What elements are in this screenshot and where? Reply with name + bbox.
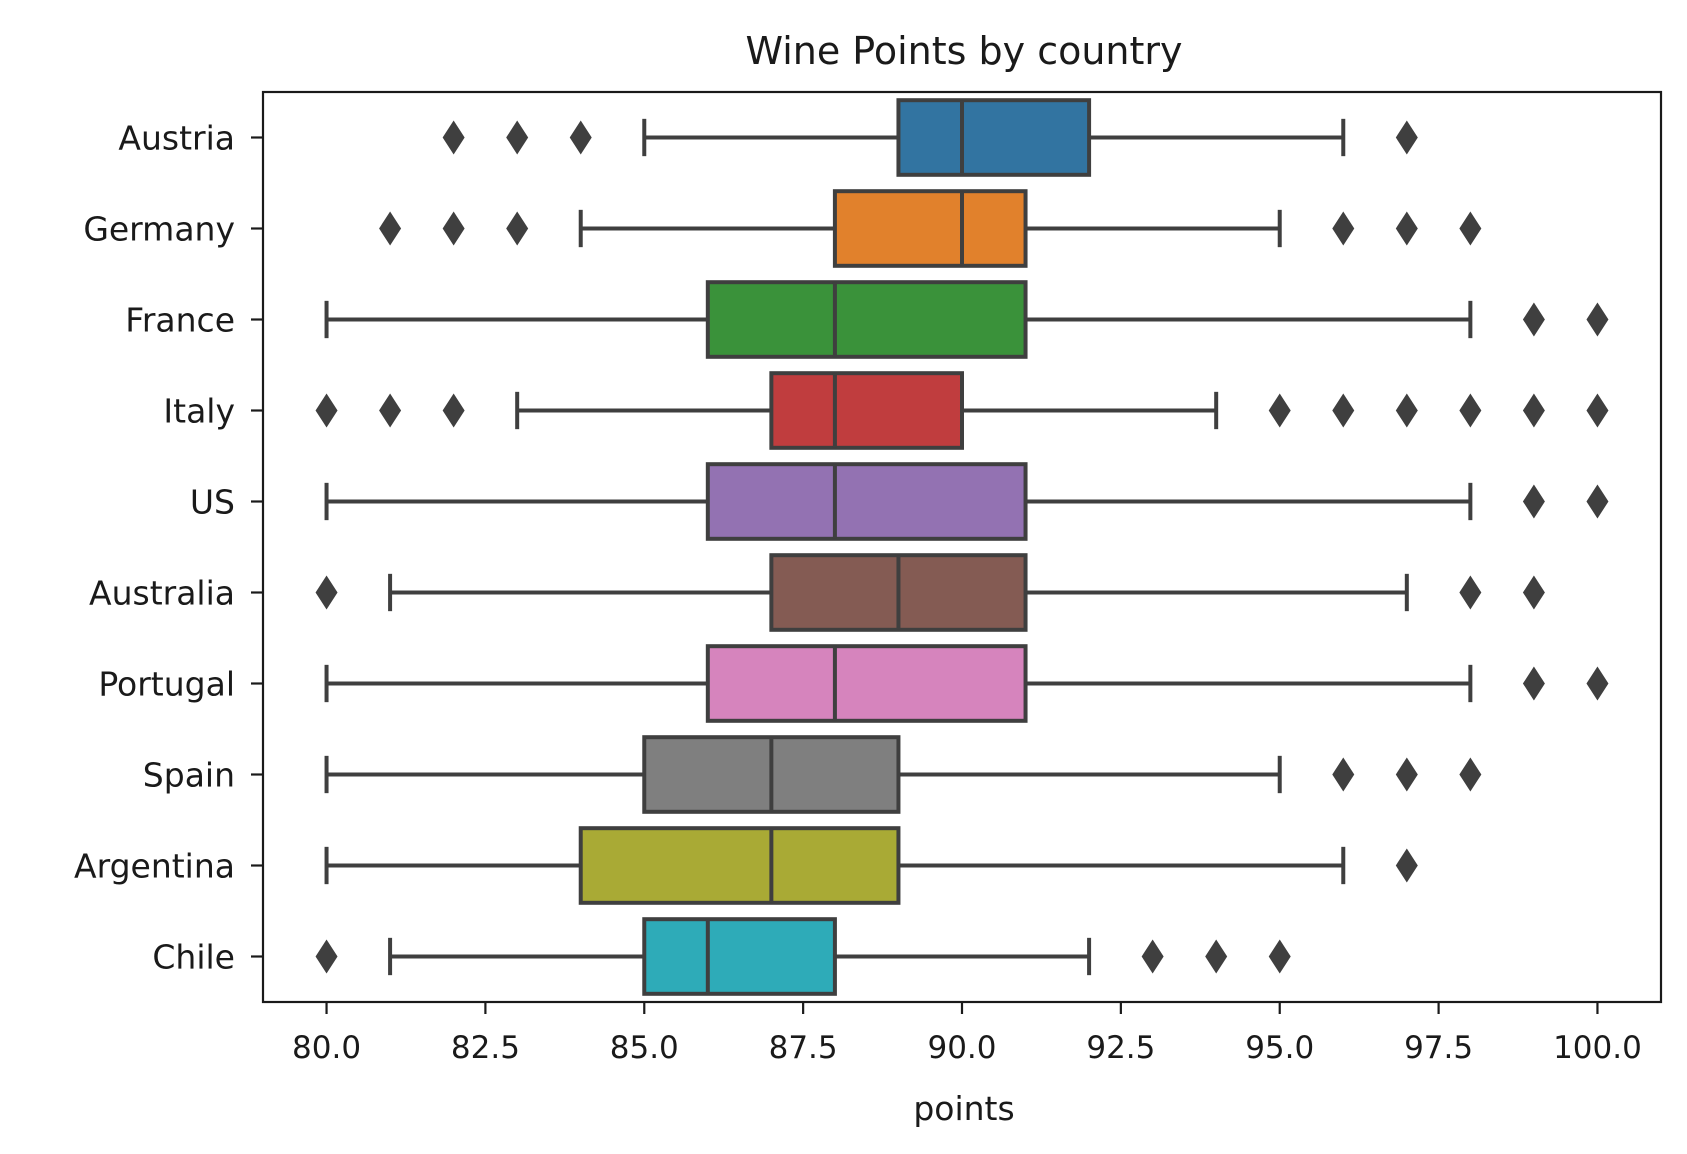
box-austria — [896, 98, 1092, 177]
outlier-spain — [1395, 757, 1418, 792]
x-tick-label: 87.5 — [769, 1030, 838, 1066]
box-portugal — [705, 644, 1028, 723]
outlier-us — [1586, 484, 1609, 519]
outlier-chile — [1205, 939, 1228, 974]
x-tick-label: 85.0 — [610, 1030, 679, 1066]
x-tick-label: 92.5 — [1086, 1030, 1155, 1066]
x-axis: 80.0 82.5 85.0 87.5 90.0 92.5 95.0 97.5 100.0 — [292, 1002, 1642, 1066]
outlier-italy — [379, 393, 402, 428]
outlier-france — [1522, 302, 1545, 337]
boxes-layer — [315, 98, 1609, 996]
outlier-chile — [1268, 939, 1291, 974]
x-tick-label: 100.0 — [1553, 1030, 1642, 1066]
x-tick-label: 95.0 — [1245, 1030, 1314, 1066]
outlier-germany — [506, 211, 529, 246]
box-group-chile — [315, 917, 1291, 996]
outlier-italy — [1459, 393, 1482, 428]
outlier-italy — [1332, 393, 1355, 428]
plot-frame — [261, 90, 1663, 1004]
chart-title: Wine Points by country — [745, 29, 1182, 73]
x-tick-label: 97.5 — [1404, 1030, 1473, 1066]
box-italy — [769, 371, 965, 450]
outlier-italy — [442, 393, 465, 428]
outlier-germany — [1459, 211, 1482, 246]
outlier-us — [1522, 484, 1545, 519]
box-group-france — [324, 280, 1609, 359]
y-tick-label: US — [190, 483, 235, 522]
outlier-spain — [1332, 757, 1355, 792]
box-group-portugal — [324, 644, 1609, 723]
y-tick-label: France — [125, 301, 235, 340]
outlier-germany — [379, 211, 402, 246]
box-group-us — [324, 462, 1609, 541]
outlier-italy — [1395, 393, 1418, 428]
y-tick-label: Spain — [143, 756, 235, 795]
y-axis: Austria Germany France Italy US Australia Port… — [74, 119, 263, 977]
outlier-germany — [1395, 211, 1418, 246]
outlier-italy — [315, 393, 338, 428]
outlier-france — [1586, 302, 1609, 337]
outlier-austria — [569, 120, 592, 155]
outlier-italy — [1522, 393, 1545, 428]
outlier-chile — [1141, 939, 1164, 974]
y-tick-label: Portugal — [98, 665, 235, 704]
outlier-italy — [1586, 393, 1609, 428]
outlier-germany — [442, 211, 465, 246]
outlier-austria — [1395, 120, 1418, 155]
y-tick-label: Austria — [118, 119, 235, 158]
outlier-portugal — [1522, 666, 1545, 701]
outlier-italy — [1268, 393, 1291, 428]
box-group-austria — [442, 98, 1418, 177]
outlier-australia — [315, 575, 338, 610]
box-us — [705, 462, 1028, 541]
x-tick-label: 80.0 — [292, 1030, 361, 1066]
outlier-germany — [1332, 211, 1355, 246]
box-france — [705, 280, 1028, 359]
box-group-argentina — [324, 826, 1418, 905]
y-tick-label: Italy — [163, 392, 235, 431]
outlier-spain — [1459, 757, 1482, 792]
outlier-chile — [315, 939, 338, 974]
x-tick-label: 90.0 — [927, 1030, 996, 1066]
box-group-germany — [379, 189, 1482, 268]
box-group-spain — [324, 735, 1482, 814]
outlier-austria — [506, 120, 529, 155]
outlier-austria — [442, 120, 465, 155]
box-chile — [642, 917, 837, 996]
outlier-argentina — [1395, 848, 1418, 883]
outlier-portugal — [1586, 666, 1609, 701]
outlier-australia — [1522, 575, 1545, 610]
box-group-australia — [315, 553, 1545, 632]
box-argentina — [578, 826, 901, 905]
y-tick-label: Argentina — [74, 847, 235, 886]
x-axis-label: points — [913, 1089, 1014, 1128]
box-germany — [832, 189, 1028, 268]
y-tick-label: Chile — [152, 938, 235, 977]
outlier-australia — [1459, 575, 1482, 610]
box-group-italy — [315, 371, 1609, 450]
y-tick-label: Germany — [83, 210, 235, 249]
x-tick-label: 82.5 — [451, 1030, 520, 1066]
y-tick-label: Australia — [89, 574, 235, 613]
